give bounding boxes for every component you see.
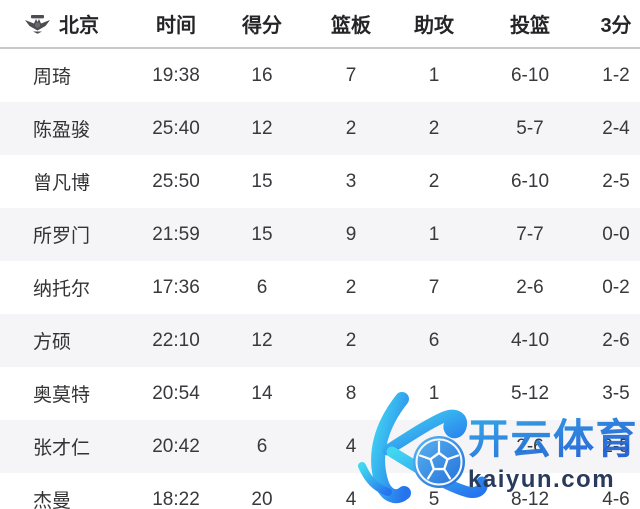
fg-cell: 5-12 [510, 382, 550, 404]
player-name-cell: 纳托尔 [33, 279, 91, 300]
3pt-cell: 0-2 [602, 276, 630, 298]
table-header: 北京 时间 得分 篮板 助攻 投篮 3分 [0, 0, 640, 49]
3pt-cell: 2-5 [602, 170, 630, 192]
points-cell: 6 [256, 276, 268, 298]
3pt-cell: 2-4 [602, 117, 630, 139]
fg-cell: 7-7 [516, 223, 544, 245]
3pt-cell: 0-0 [602, 223, 630, 245]
assists-cell: 6 [428, 329, 440, 351]
column-header-points: 得分 [242, 15, 282, 37]
rebounds-cell: 8 [345, 382, 357, 404]
player-rows: 周琦 19:38 16 7 1 6-10 1-2 陈盈骏 25:40 12 2 … [0, 49, 640, 509]
fg-cell: 4-10 [510, 329, 550, 351]
player-row[interactable]: 杰曼 18:22 20 4 5 8-12 4-6 [0, 473, 640, 509]
time-cell: 18:22 [152, 488, 200, 509]
time-cell: 19:38 [152, 64, 200, 86]
time-cell: 22:10 [152, 329, 200, 351]
assists-cell: 1 [428, 382, 440, 404]
fg-cell: 2-6 [516, 435, 544, 457]
fg-cell: 6-10 [510, 170, 550, 192]
points-cell: 12 [251, 117, 273, 139]
player-name-cell: 张才仁 [33, 438, 91, 459]
time-cell: 21:59 [152, 223, 200, 245]
player-row[interactable]: 奥莫特 20:54 14 8 1 5-12 3-5 [0, 367, 640, 420]
column-header-3pt: 3分 [600, 15, 632, 37]
assists-cell: 2 [428, 170, 440, 192]
time-cell: 25:50 [152, 170, 200, 192]
time-cell: 17:36 [152, 276, 200, 298]
points-cell: 16 [251, 64, 273, 86]
player-name-cell: 周琦 [33, 67, 72, 88]
player-row[interactable]: 纳托尔 17:36 6 2 7 2-6 0-2 [0, 261, 640, 314]
column-header-fg: 投篮 [510, 15, 550, 37]
rebounds-cell: 7 [345, 64, 357, 86]
player-row[interactable]: 周琦 19:38 16 7 1 6-10 1-2 [0, 49, 640, 102]
assists-cell: 1 [428, 223, 440, 245]
rebounds-cell: 3 [345, 170, 357, 192]
points-cell: 15 [251, 223, 273, 245]
player-name-cell: 奥莫特 [33, 385, 91, 406]
column-header-assists: 助攻 [414, 15, 454, 37]
team-name: 北京 [59, 15, 99, 37]
assists-cell: 2 [428, 117, 440, 139]
player-name-cell: 方硕 [33, 332, 72, 353]
player-row[interactable]: 陈盈骏 25:40 12 2 2 5-7 2-4 [0, 102, 640, 155]
player-name-cell: 杰曼 [33, 491, 72, 509]
points-cell: 6 [256, 435, 268, 457]
assists-cell: 1 [428, 64, 440, 86]
player-row[interactable]: 方硕 22:10 12 2 6 4-10 2-6 [0, 314, 640, 367]
3pt-cell: 3-5 [602, 382, 630, 404]
points-cell: 14 [251, 382, 273, 404]
3pt-cell: 1-2 [602, 64, 630, 86]
rebounds-cell: 4 [345, 435, 357, 457]
player-name-cell: 陈盈骏 [33, 120, 91, 141]
3pt-cell: 4-6 [602, 488, 630, 509]
points-cell: 20 [251, 488, 273, 509]
fg-cell: 2-6 [516, 276, 544, 298]
player-row[interactable]: 张才仁 20:42 6 4 2-6 2-5 [0, 420, 640, 473]
player-name-cell: 曾凡博 [33, 173, 91, 194]
3pt-cell: 2-6 [602, 329, 630, 351]
assists-cell: 7 [428, 276, 440, 298]
assists-cell: 5 [428, 488, 440, 509]
time-cell: 20:42 [152, 435, 200, 457]
rebounds-cell: 2 [345, 329, 357, 351]
fg-cell: 5-7 [516, 117, 544, 139]
column-header-time: 时间 [156, 15, 196, 37]
points-cell: 15 [251, 170, 273, 192]
rebounds-cell: 2 [345, 117, 357, 139]
player-row[interactable]: 所罗门 21:59 15 9 1 7-7 0-0 [0, 208, 640, 261]
3pt-cell: 2-5 [602, 435, 630, 457]
player-name-cell: 所罗门 [33, 226, 91, 247]
team-header-cell: 北京 [0, 9, 130, 38]
fg-cell: 8-12 [510, 488, 550, 509]
fg-cell: 6-10 [510, 64, 550, 86]
team-eagle-logo-icon [25, 14, 50, 34]
rebounds-cell: 9 [345, 223, 357, 245]
rebounds-cell: 2 [345, 276, 357, 298]
points-cell: 12 [251, 329, 273, 351]
column-header-rebounds: 篮板 [331, 15, 371, 37]
time-cell: 20:54 [152, 382, 200, 404]
time-cell: 25:40 [152, 117, 200, 139]
rebounds-cell: 4 [345, 488, 357, 509]
player-row[interactable]: 曾凡博 25:50 15 3 2 6-10 2-5 [0, 155, 640, 208]
